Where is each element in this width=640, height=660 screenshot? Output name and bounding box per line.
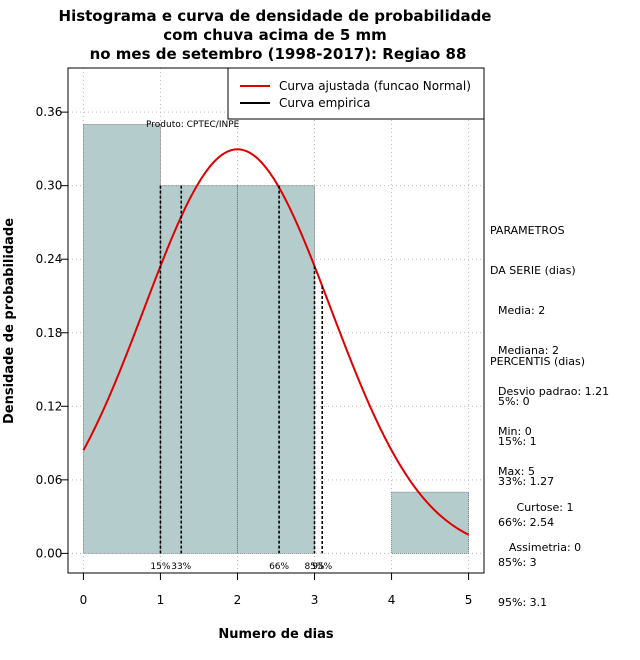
y-tick-label-1: 0.06 [36,473,63,487]
shape-stats: Curtose: 1 Assimetria: 0 [505,474,585,568]
params-title-1: PARAMETROS [490,223,565,237]
x-tick-label-5: 5 [465,593,473,607]
x-tick-label-0: 0 [80,593,88,607]
assimetria: Assimetria: 0 [508,541,582,555]
percentile-label-95%: 95% [312,562,332,572]
legend-label-1: Curva empirica [279,96,370,110]
histogram-bar-2 [237,185,315,554]
param-max: Max: 5 [498,465,535,479]
title-line-3: no mes de setembro (1998-2017): Regiao 8… [90,45,467,63]
y-tick-label-6: 0.36 [36,105,63,119]
percentil-33: 33%: 1.27 [498,475,555,489]
y-axis: 0.00 0.06 0.12 0.18 0.24 0.30 0.36 [36,105,69,560]
x-tick-label-3: 3 [311,593,319,607]
percentil-66: 66%: 2.54 [498,515,555,529]
histogram-bar-4 [391,491,469,554]
percentile-label-15%: 15% [150,562,170,572]
y-tick-label-3: 0.18 [36,326,63,340]
percentile-label-33%: 33% [171,562,191,572]
param-sd: Desvio padrao: 1.21 [498,384,610,398]
percentil-15: 15%: 1 [498,435,537,449]
x-tick-label-1: 1 [157,593,165,607]
y-axis-label: Densidade de probabilidade [2,218,17,424]
histogram-bar-1 [160,185,238,554]
percentil-85: 85%: 3 [498,555,537,569]
y-tick-label-4: 0.24 [36,252,63,266]
y-tick-label-2: 0.12 [36,399,63,413]
product-annotation: Produto: CPTEC/INPE [146,120,240,130]
percentis-title: PERCENTIS (dias) [490,354,586,368]
legend-box [227,67,485,120]
legend-label-0: Curva ajustada (funcao Normal) [279,79,471,93]
title-line-1: Histograma e curva de densidade de proba… [59,7,492,25]
x-tick-label-4: 4 [388,593,396,607]
x-tick-label-2: 2 [234,593,242,607]
x-axis: 0 1 2 3 4 5 [80,572,473,607]
param-median: Mediana: 2 [498,344,559,358]
param-mean: Media: 2 [498,304,546,318]
x-axis-label: Numero de dias [218,627,334,642]
series-parameters: PARAMETROS DA SERIE (dias) Media: 2 Medi… [490,197,609,492]
percentile-label-85%: 85% [305,562,325,572]
legend: Curva ajustada (funcao Normal) Curva empi… [227,67,485,120]
y-tick-label-5: 0.30 [36,179,63,193]
percentil-5: 5%: 0 [498,395,530,409]
param-min: Min: 0 [498,424,532,438]
histogram-bar-0 [83,123,161,554]
normal-curve [82,148,470,536]
chart-title: Histograma e curva de densidade de proba… [59,7,492,63]
histogram-bars [83,123,469,554]
title-line-2: com chuva acima de 5 mm [163,26,387,44]
percentil-95: 95%: 3.1 [498,596,548,610]
y-tick-label-0: 0.00 [36,546,63,560]
params-title-2: DA SERIE (dias) [490,264,576,278]
curtose: Curtose: 1 [516,500,574,514]
percentiles-panel: PERCENTIS (dias) 5%: 0 15%: 1 33%: 1.27 … [490,328,585,623]
percentile-label-66%: 66% [269,562,289,572]
percentile-lines: 15% 33% 66% 85%95% [150,185,333,572]
